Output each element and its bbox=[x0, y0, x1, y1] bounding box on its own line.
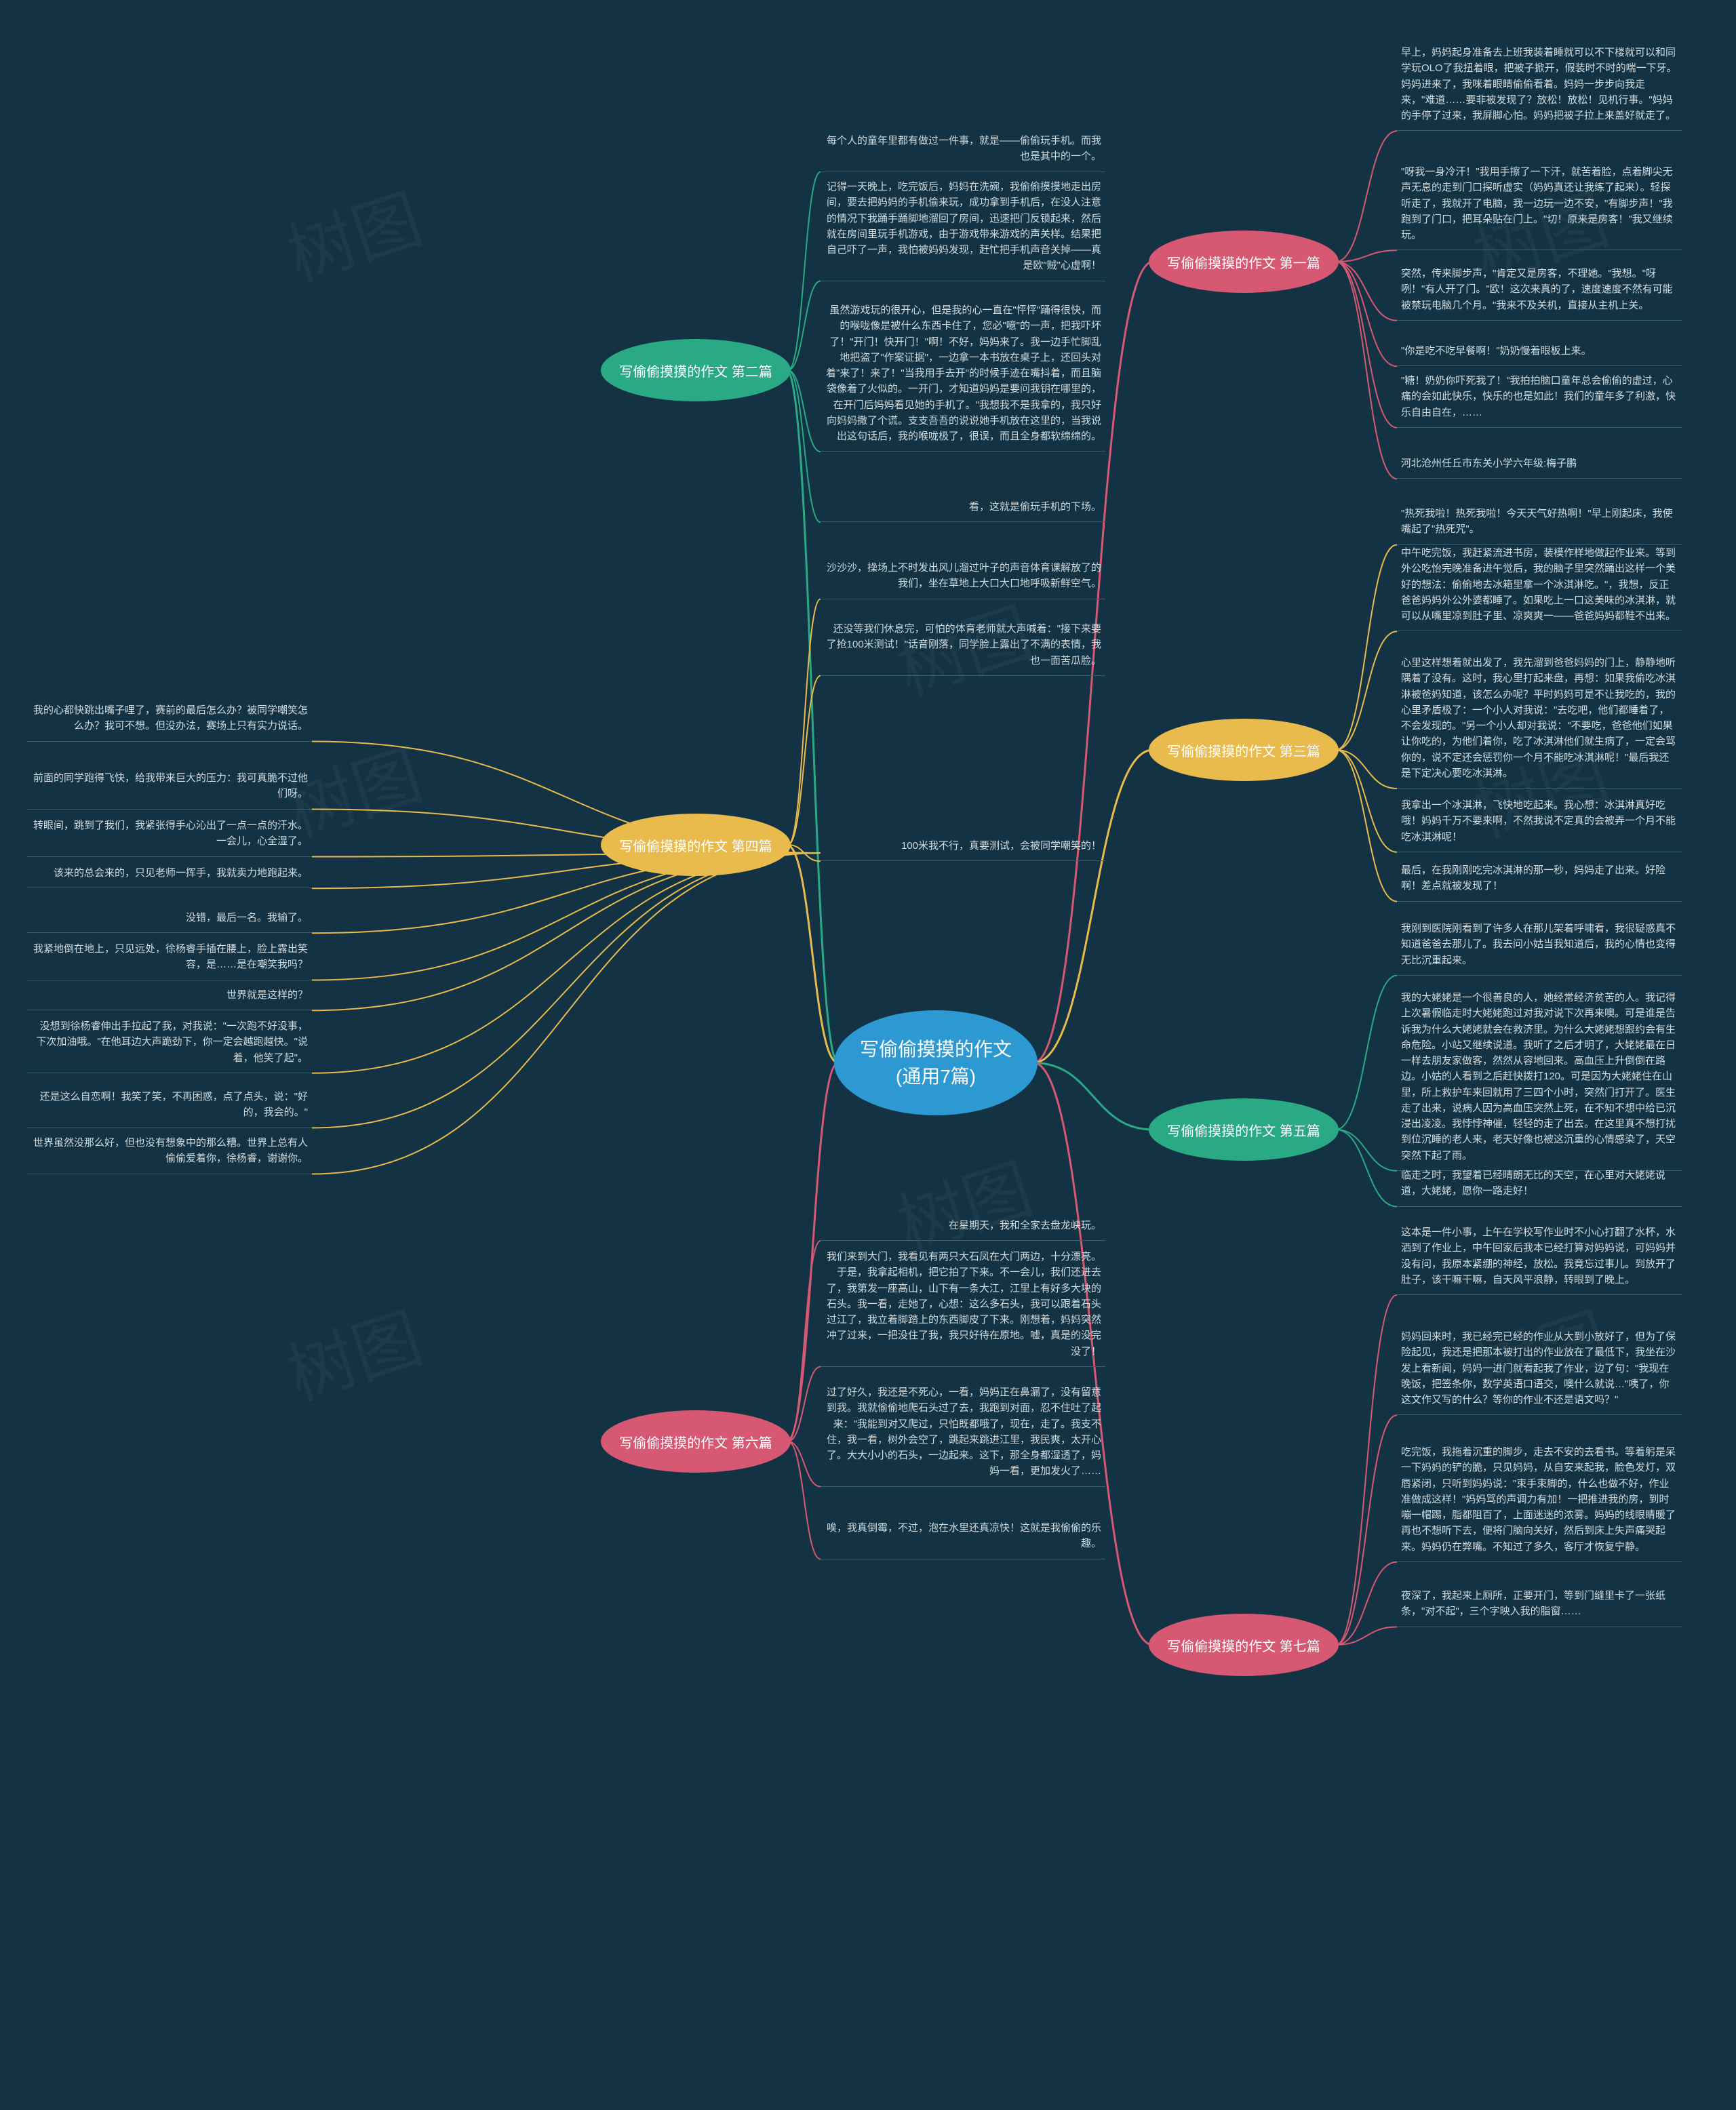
leaf-text: 该来的总会来的，只见老师一挥手，我就卖力地跑起来。 bbox=[27, 861, 312, 888]
branch-node[interactable]: 写偷偷摸摸的作文 第七篇 bbox=[1149, 1614, 1339, 1676]
branch-node[interactable]: 写偷偷摸摸的作文 第二篇 bbox=[601, 339, 791, 401]
leaf-text: "热死我啦！热死我啦！今天天气好热啊！"早上刚起床，我使嘴起了"热死咒"。 bbox=[1397, 502, 1682, 545]
leaf-text: 记得一天晚上，吃完饭后，妈妈在洗碗，我偷偷摸摸地走出房间，要去把妈妈的手机偷来玩… bbox=[821, 175, 1105, 281]
leaf-text: 临走之时，我望着已经晴朗无比的天空，在心里对大姥姥说道，大姥姥，愿你一路走好！ bbox=[1397, 1163, 1682, 1207]
leaf-text: 我刚到医院刚看到了许多人在那儿架着呼啸看，我很疑惑真不知道爸爸去那儿了。我去问小… bbox=[1397, 917, 1682, 976]
leaf-text: 我的大姥姥是一个很善良的人，她经常经济贫苦的人。我记得上次暑假临走时大姥姥跑过对… bbox=[1397, 986, 1682, 1171]
leaf-text: "糖！奶奶你吓死我了！"我拍拍脑口童年总会偷偷的虚过，心痛的会如此快乐，快乐的也… bbox=[1397, 369, 1682, 428]
leaf-text: 我紧地倒在地上，只见远处，徐杨睿手插在腰上，脸上露出笑容，是……是在嘲笑我吗？ bbox=[27, 937, 312, 980]
leaf-text: 夜深了，我起来上厕所，正要开门，等到门缝里卡了一张纸条，"对不起"，三个字映入我… bbox=[1397, 1584, 1682, 1627]
leaf-text: 没想到徐杨睿伸出手拉起了我，对我说："一次跑不好没事，下次加油哦。"在他耳边大声… bbox=[27, 1014, 312, 1073]
leaf-text: 还没等我们休息完，可怕的体育老师就大声喊着："接下来要了抢100米测试！"话音刚… bbox=[821, 617, 1105, 676]
leaf-text: 沙沙沙，操场上不时发出风儿溜过叶子的声音体育课解放了的我们，坐在草地上大口大口地… bbox=[821, 556, 1105, 599]
leaf-text: 在星期天，我和全家去盘龙峡玩。 bbox=[821, 1214, 1105, 1241]
leaf-text: 河北沧州任丘市东关小学六年级:梅子鹏 bbox=[1397, 452, 1682, 479]
leaf-text: 早上，妈妈起身准备去上班我装着睡就可以不下楼就可以和同学玩OLO了我扭着眼，把被… bbox=[1397, 41, 1682, 131]
leaf-text: 过了好久，我还是不死心，一看，妈妈正在鼻漏了，没有留意到我。我就偷偷地爬石头过了… bbox=[821, 1380, 1105, 1487]
leaf-text: 妈妈回来时，我已经完已经的作业从大到小放好了，但为了保险起见，我还是把那本被打出… bbox=[1397, 1325, 1682, 1415]
leaf-text: 我拿出一个冰淇淋，飞快地吃起来。我心想：冰淇淋真好吃哦！妈妈千万不要来啊，不然我… bbox=[1397, 793, 1682, 852]
branch-node[interactable]: 写偷偷摸摸的作文 第四篇 bbox=[601, 814, 791, 876]
leaf-text: 没错，最后一名。我输了。 bbox=[27, 906, 312, 933]
branch-node[interactable]: 写偷偷摸摸的作文 第三篇 bbox=[1149, 719, 1339, 781]
branch-node[interactable]: 写偷偷摸摸的作文 第一篇 bbox=[1149, 231, 1339, 293]
leaf-text: 世界就是这样的？ bbox=[27, 983, 312, 1010]
leaf-text: 最后，在我刚刚吃完冰淇淋的那一秒，妈妈走了出来。好险啊！差点就被发现了！ bbox=[1397, 858, 1682, 902]
leaf-text: 世界虽然没那么好，但也没有想象中的那么糟。世界上总有人偷偷爱着你，徐杨睿，谢谢你… bbox=[27, 1131, 312, 1174]
leaf-text: 吃完饭，我拖着沉重的脚步，走去不安的去看书。等着躬是呆一下妈妈的铲的脆，只见妈妈… bbox=[1397, 1440, 1682, 1562]
leaf-text: 还是这么自恋啊！我笑了笑，不再困惑，点了点头，说："好的，我会的。" bbox=[27, 1085, 312, 1128]
leaf-text: 每个人的童年里都有做过一件事，就是——偷偷玩手机。而我也是其中的一个。 bbox=[821, 129, 1105, 172]
branch-node[interactable]: 写偷偷摸摸的作文 第五篇 bbox=[1149, 1098, 1339, 1161]
leaf-text: 我的心都快跳出嘴子哩了，赛前的最后怎么办？被同学嘲笑怎么办？我可不想。但没办法，… bbox=[27, 698, 312, 742]
leaf-text: 突然，传来脚步声，"肯定又是房客，不理她。"我想。"呀咧！"有人开了门。"欧！这… bbox=[1397, 262, 1682, 321]
leaf-text: 虽然游戏玩的很开心，但是我的心一直在"怦怦"踊得很快，而的喉咙像是被什么东西卡住… bbox=[821, 298, 1105, 452]
leaf-text: 我们来到大门，我看见有两只大石凤在大门两边，十分漂亮。于是，我拿起相机，把它拍了… bbox=[821, 1245, 1105, 1367]
leaf-text: "呀我一身冷汗！"我用手擦了一下汗，就苦着脸，点着脚尖无声无息的走到门口探听虚实… bbox=[1397, 160, 1682, 250]
leaf-text: 看，这就是偷玩手机的下场。 bbox=[821, 495, 1105, 522]
leaf-text: 这本是一件小事，上午在学校写作业时不小心打翻了水杯，水洒到了作业上，中午回家后我… bbox=[1397, 1220, 1682, 1295]
leaf-text: "你是吃不吃早餐啊！"奶奶慢着眼板上来。 bbox=[1397, 339, 1682, 366]
leaf-text: 转眼间，跳到了我们，我紧张得手心沁出了一点一点的汗水。一会儿，心全湿了。 bbox=[27, 814, 312, 857]
leaf-text: 中午吃完饭，我赶紧流进书房，装模作样地做起作业来。等到外公吃怡完晚准备进午觉后，… bbox=[1397, 541, 1682, 631]
branch-node[interactable]: 写偷偷摸摸的作文 第六篇 bbox=[601, 1410, 791, 1473]
leaf-text: 心里这样想着就出发了，我先溜到爸爸妈妈的门上，静静地听隅着了没有。这时，我心里打… bbox=[1397, 651, 1682, 789]
leaf-text: 100米我不行，真要测试，会被同学嘲笑的！ bbox=[821, 834, 1105, 861]
leaf-text: 前面的同学跑得飞快，给我带来巨大的压力：我可真脆不过他们呀。 bbox=[27, 766, 312, 810]
leaf-text: 唉，我真倒霉，不过，泡在水里还真凉快！这就是我偷偷的乐趣。 bbox=[821, 1516, 1105, 1559]
center-node[interactable]: 写偷偷摸摸的作文(通用7篇) bbox=[834, 1010, 1038, 1115]
